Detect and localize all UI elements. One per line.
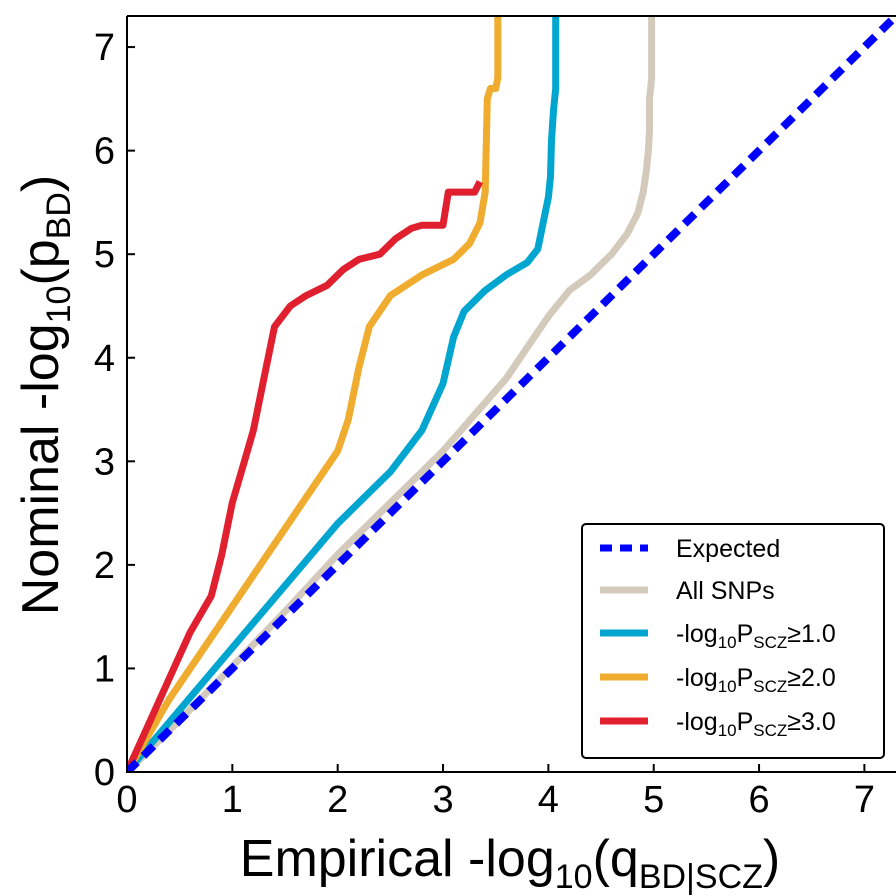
x-axis-title: Empirical -log10(qBD|SCZ) — [240, 830, 780, 896]
legend-scz3-sub: 10 — [718, 721, 737, 740]
y-tick-label: 7 — [94, 27, 115, 69]
y-tick-label: 3 — [94, 441, 115, 483]
legend-label-expected: Expected — [676, 535, 780, 563]
y-axis-title-main: Nominal -log — [12, 323, 70, 615]
y-axis-title-sub: 10 — [40, 286, 78, 324]
y-tick-label: 4 — [94, 338, 115, 380]
legend-label-scz2: -log10PSCZ≥2.0 — [676, 664, 836, 696]
x-tick-label: 0 — [116, 779, 137, 821]
y-tick-label: 1 — [94, 648, 115, 690]
y-axis-title-sub2: BD — [40, 192, 78, 239]
x-axis-title-main: Empirical -log — [240, 830, 555, 888]
legend-scz2-b: P — [737, 664, 754, 692]
ticks-layer: 0 1 2 3 4 5 6 7 0 1 2 3 4 5 6 7 — [94, 27, 875, 821]
legend-scz3-sub2: SCZ — [753, 721, 787, 740]
legend-box — [581, 523, 885, 759]
x-tick-label: 7 — [854, 779, 875, 821]
y-tick-label: 6 — [94, 131, 115, 173]
x-axis-title-sub2: BD|SCZ — [639, 858, 763, 896]
legend: Expected All SNPs -log10PSCZ≥1.0 -log10P… — [581, 523, 885, 759]
y-tick-label: 0 — [94, 752, 115, 794]
legend-scz2-sub2: SCZ — [753, 677, 787, 696]
legend-scz2-a: -log — [676, 664, 718, 692]
x-axis-title-open: (q — [593, 830, 639, 888]
y-axis-title-close: ) — [12, 175, 70, 192]
x-tick-label: 1 — [222, 779, 243, 821]
x-tick-label: 4 — [538, 779, 559, 821]
legend-scz2-sub: 10 — [718, 677, 737, 696]
legend-label-scz3: -log10PSCZ≥3.0 — [676, 708, 836, 740]
legend-scz1-b: P — [737, 620, 754, 648]
legend-label-scz1: -log10PSCZ≥1.0 — [676, 620, 836, 652]
y-axis-title-open: (p — [12, 239, 70, 285]
x-tick-label: 5 — [643, 779, 664, 821]
x-tick-label: 6 — [748, 779, 769, 821]
series-line-scz2 — [127, 16, 502, 772]
series-line-expected — [127, 16, 896, 772]
legend-scz3-c: ≥3.0 — [787, 708, 835, 736]
legend-scz1-a: -log — [676, 620, 718, 648]
x-tick-label: 2 — [327, 779, 348, 821]
legend-scz3-a: -log — [676, 708, 718, 736]
x-axis-title-sub: 10 — [555, 858, 593, 896]
legend-scz1-c: ≥1.0 — [787, 620, 835, 648]
x-tick-label: 3 — [432, 779, 453, 821]
legend-label-all: All SNPs — [676, 577, 775, 605]
legend-scz1-sub: 10 — [718, 633, 737, 652]
y-tick-label: 2 — [94, 545, 115, 587]
series-line-all — [127, 16, 656, 772]
legend-scz2-c: ≥2.0 — [787, 664, 835, 692]
legend-scz3-b: P — [737, 708, 754, 736]
series-line-scz1 — [127, 16, 560, 772]
y-axis-title: Nominal -log10(pBD) — [12, 175, 78, 616]
y-tick-label: 5 — [94, 234, 115, 276]
legend-scz1-sub2: SCZ — [753, 633, 787, 652]
series-layer — [127, 16, 896, 772]
x-axis-title-close: ) — [763, 830, 780, 888]
series-line-scz3 — [127, 180, 484, 772]
